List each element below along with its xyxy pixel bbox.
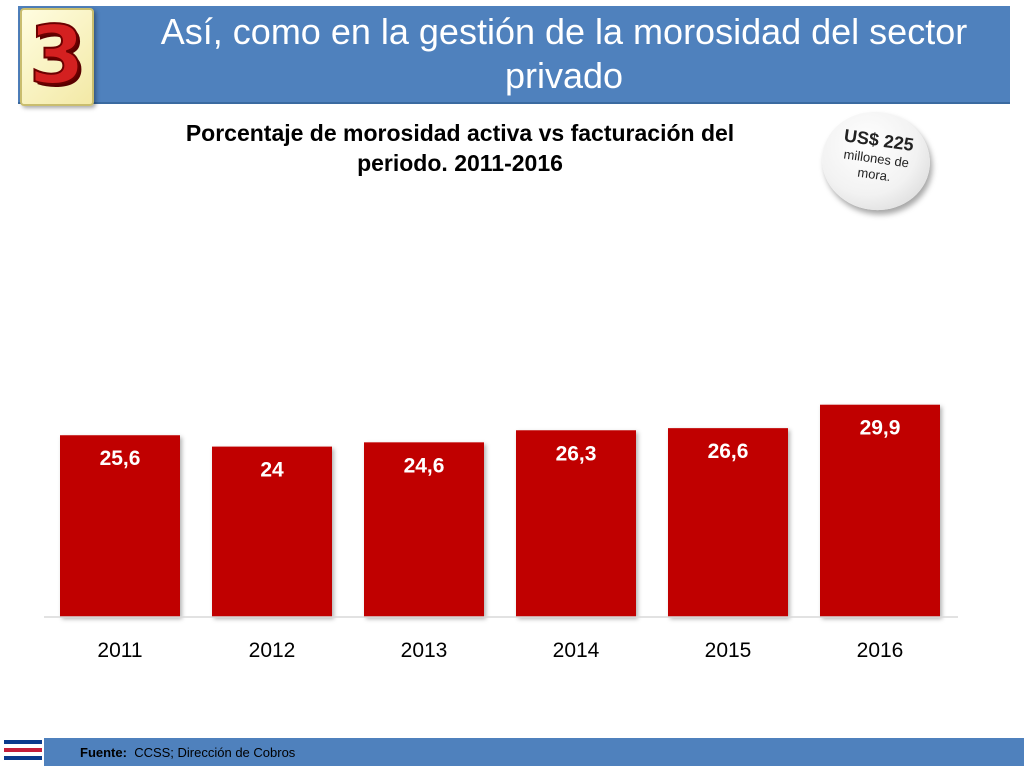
step-number-badge: 3 [20, 8, 94, 106]
data-label-2013: 24,6 [404, 454, 445, 477]
source-label: Fuente: [80, 745, 127, 760]
data-label-2011: 25,6 [100, 447, 141, 470]
bar-2012 [212, 446, 332, 617]
x-tick-label-2014: 2014 [553, 639, 600, 662]
bars-layer [60, 404, 940, 617]
x-tick-label-2011: 2011 [97, 639, 142, 662]
bar-2015 [668, 428, 788, 617]
labels-layer: 25,6 2011 24 2012 24,6 2013 26,3 2014 26,6 2015 29… [97, 417, 903, 662]
source-text: CCSS; Dirección de Cobros [134, 745, 296, 760]
data-label-2016: 29,9 [860, 417, 901, 440]
bar-2011 [60, 435, 180, 617]
data-label-2014: 26,3 [556, 442, 597, 465]
source-note: Fuente: CCSS; Dirección de Cobros [80, 745, 295, 760]
bar-chart: 25,6 2011 24 2012 24,6 2013 26,3 2014 26,6 2015 29… [44, 404, 958, 662]
chart-title: Porcentaje de morosidad activa vs factur… [185, 120, 735, 176]
bar-2016 [820, 404, 940, 617]
data-label-2015: 26,6 [708, 440, 749, 463]
bar-2013 [364, 442, 484, 617]
x-tick-label-2016: 2016 [857, 639, 904, 662]
data-label-2012: 24 [260, 459, 284, 482]
footer-band [44, 738, 1024, 766]
footer: Fuente: CCSS; Dirección de Cobros [0, 736, 1024, 768]
x-tick-label-2015: 2015 [705, 639, 752, 662]
slide-title: Así, como en la gestión de la morosidad … [160, 11, 968, 96]
bar-2014 [516, 430, 636, 617]
flag-icon [4, 740, 42, 764]
step-number: 3 [28, 9, 86, 103]
x-tick-label-2012: 2012 [249, 639, 296, 662]
x-tick-label-2013: 2013 [401, 639, 448, 662]
header-bar: Así, como en la gestión de la morosidad … [18, 6, 1010, 104]
